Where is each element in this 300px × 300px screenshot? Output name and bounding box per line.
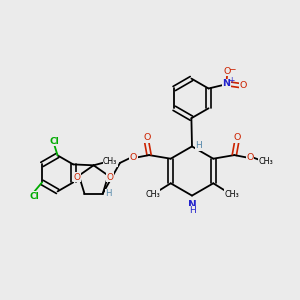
Text: O: O [143,133,150,142]
Text: −: − [228,64,235,74]
Text: H: H [106,189,112,198]
Text: H: H [189,206,195,215]
Text: +: + [228,76,235,85]
Text: CH₃: CH₃ [259,157,274,166]
Text: O: O [246,153,254,162]
Text: O: O [239,81,247,90]
Text: CH₃: CH₃ [103,157,117,166]
Text: Cl: Cl [49,137,59,146]
Text: N: N [223,80,230,88]
Text: O: O [233,133,240,142]
Text: Cl: Cl [29,192,39,201]
Text: O: O [74,172,81,182]
Text: O: O [106,172,114,182]
Text: O: O [130,153,137,162]
Text: O: O [224,67,231,76]
Text: H: H [195,141,202,150]
Text: CH₃: CH₃ [145,190,160,199]
Text: CH₃: CH₃ [224,190,239,199]
Text: N: N [188,200,196,210]
